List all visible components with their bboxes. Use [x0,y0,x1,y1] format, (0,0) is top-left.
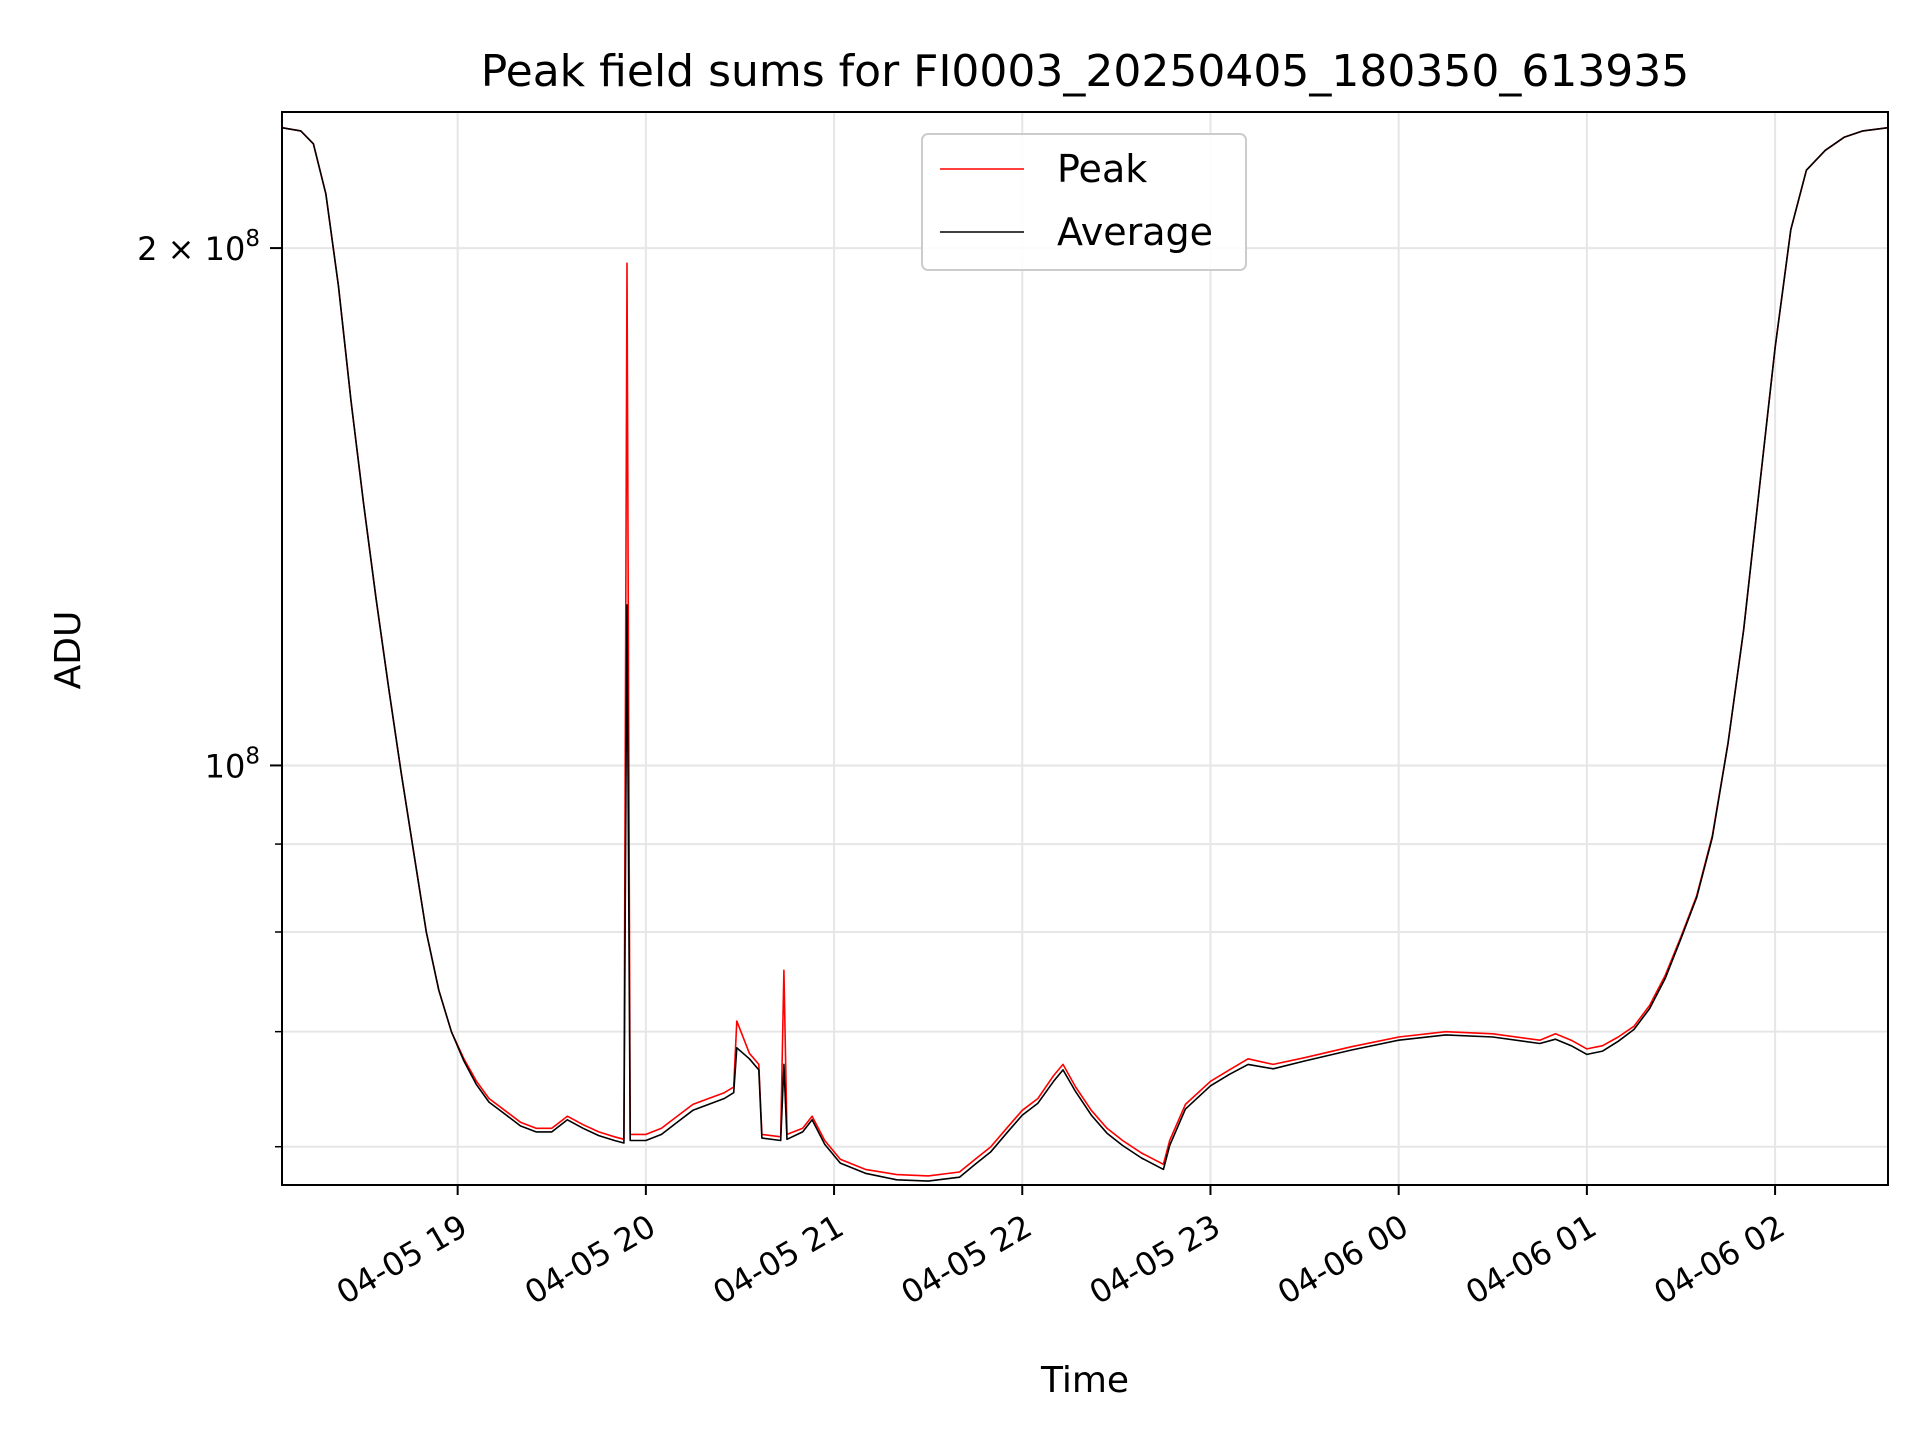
series-line-average [281,126,1889,1182]
y-tick-label: 108 [205,743,260,785]
chart-title: Peak field sums for FI0003_20250405_1803… [481,46,1690,97]
y-axis: 108 2 × 108 [137,226,282,1148]
legend-box [921,133,1247,271]
legend: Peak Average [921,133,1247,271]
series-layer [281,126,1889,1182]
x-axis-label: Time [1040,1360,1129,1401]
series-line-peak [281,126,1889,1177]
y-tick-label: 2 × 108 [137,226,260,268]
legend-label-peak: Peak [1057,147,1147,191]
plot-frame [281,111,1889,1186]
y-axis-label: ADU [48,611,89,690]
legend-label-average: Average [1057,210,1213,254]
